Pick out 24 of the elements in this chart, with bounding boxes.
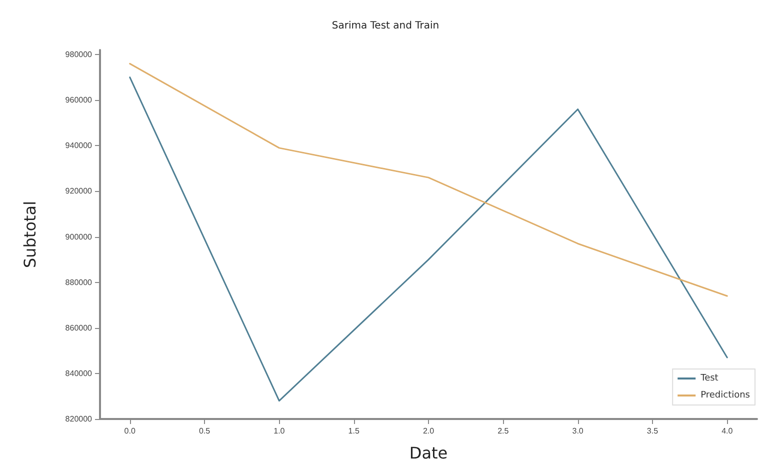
x-tick-label: 1.5 [348,426,360,436]
legend-label: Predictions [700,390,750,400]
x-tick-label: 3.0 [572,426,584,436]
x-tick-label: 1.0 [274,426,286,436]
legend-label: Test [700,374,719,384]
x-axis-title: Date [409,444,448,462]
x-tick-label: 0.5 [198,426,211,436]
y-tick-label: 860000 [65,323,93,332]
x-tick-label: 0.0 [124,426,136,436]
line-series [129,62,728,297]
y-tick-label: 920000 [65,186,93,196]
y-tick-label: 940000 [65,141,93,150]
chart-title: Sarima Test and Train [332,20,440,32]
y-tick-label: 880000 [65,278,93,287]
y-tick-label: 900000 [65,232,93,242]
x-tick-label: 4.0 [722,426,734,436]
x-tick-label: 2.5 [498,426,510,436]
y-axis-title: Subtotal [20,200,40,268]
y-tick-label: 960000 [65,96,93,105]
y-tick-label: 820000 [65,414,93,424]
x-tick-label: 3.5 [646,426,659,436]
x-tick-label: 2.0 [422,426,435,436]
y-tick-label: 840000 [65,368,93,378]
y-tick-label: 980000 [65,50,93,60]
